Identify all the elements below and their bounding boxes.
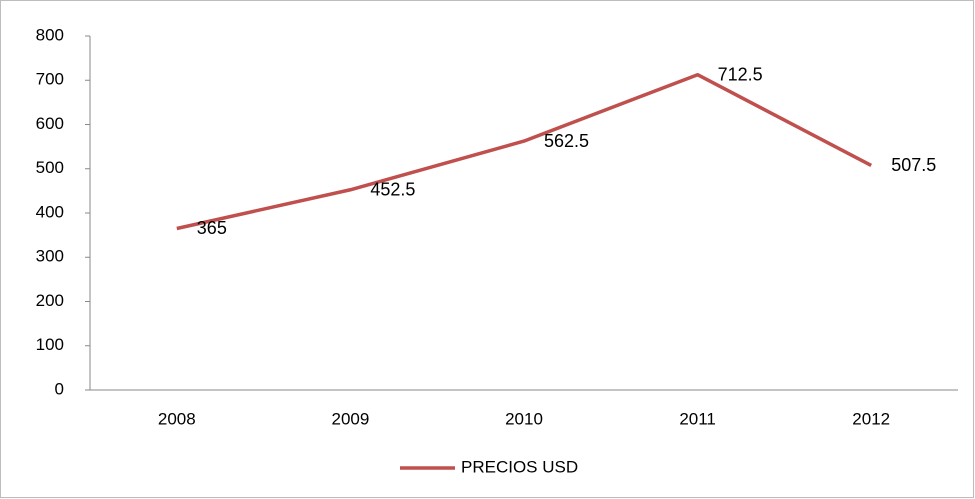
data-label: 712.5	[718, 64, 763, 84]
y-tick-label: 500	[36, 158, 64, 177]
y-tick-label: 700	[36, 70, 64, 89]
x-tick-label: 2010	[505, 409, 543, 428]
data-label: 452.5	[370, 180, 415, 200]
x-tick-label: 2012	[852, 409, 890, 428]
y-tick-label: 100	[36, 335, 64, 354]
y-tick-label: 600	[36, 114, 64, 133]
y-tick-label: 800	[36, 25, 64, 44]
x-tick-label: 2008	[158, 409, 196, 428]
data-label: 562.5	[544, 131, 589, 151]
y-tick-label: 400	[36, 202, 64, 221]
y-tick-label: 0	[55, 379, 64, 398]
data-label: 365	[197, 218, 227, 238]
data-label: 507.5	[891, 155, 936, 175]
x-tick-label: 2009	[331, 409, 369, 428]
legend-label: PRECIOS USD	[461, 457, 578, 476]
line-series	[176, 72, 873, 231]
x-tick-label: 2011	[679, 409, 716, 428]
y-tick-label: 300	[36, 247, 64, 266]
y-tick-label: 200	[36, 291, 64, 310]
